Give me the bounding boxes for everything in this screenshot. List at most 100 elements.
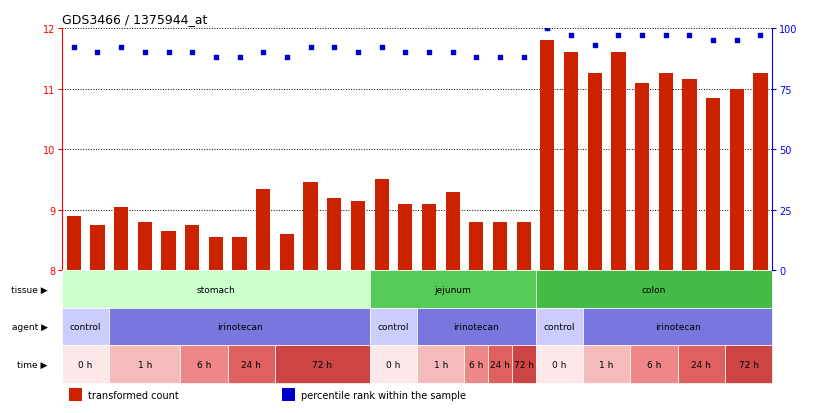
Bar — [370, 308, 417, 346]
Point — [659, 33, 672, 40]
Text: 6 h: 6 h — [469, 360, 483, 369]
Point — [375, 45, 388, 52]
Point — [706, 38, 719, 44]
Bar — [512, 346, 535, 383]
Text: percentile rank within the sample: percentile rank within the sample — [301, 389, 466, 400]
Text: 0 h: 0 h — [552, 360, 567, 369]
Bar — [370, 346, 417, 383]
Bar — [351, 201, 365, 271]
Bar — [516, 222, 531, 271]
Bar — [228, 346, 275, 383]
Point — [517, 55, 530, 61]
Bar — [611, 53, 625, 271]
Text: control: control — [544, 322, 575, 331]
Text: control: control — [70, 322, 102, 331]
Point — [635, 33, 648, 40]
Point — [541, 26, 554, 32]
Point — [91, 50, 104, 57]
Text: 24 h: 24 h — [490, 360, 510, 369]
Bar — [630, 346, 677, 383]
Bar — [280, 235, 294, 271]
Point — [422, 50, 435, 57]
Bar — [535, 271, 772, 308]
Point — [564, 33, 577, 40]
Bar — [583, 346, 630, 383]
Text: 0 h: 0 h — [387, 360, 401, 369]
Point — [470, 55, 483, 61]
Bar — [445, 192, 460, 271]
Point — [257, 50, 270, 57]
Point — [683, 33, 696, 40]
Point — [328, 45, 341, 52]
Bar — [535, 346, 583, 383]
Point — [730, 38, 743, 44]
Text: jejunum: jejunum — [434, 285, 471, 294]
Bar — [180, 346, 228, 383]
Bar — [303, 183, 318, 271]
Text: irinotecan: irinotecan — [216, 322, 263, 331]
Point — [138, 50, 151, 57]
Bar — [327, 198, 341, 271]
Text: tissue ▶: tissue ▶ — [11, 285, 48, 294]
Text: GDS3466 / 1375944_at: GDS3466 / 1375944_at — [62, 13, 207, 26]
Text: 1 h: 1 h — [434, 360, 448, 369]
Text: 24 h: 24 h — [691, 360, 711, 369]
Bar — [682, 80, 696, 271]
Bar — [417, 346, 464, 383]
Text: time ▶: time ▶ — [17, 360, 48, 369]
Text: 6 h: 6 h — [197, 360, 211, 369]
Bar — [422, 204, 436, 271]
Bar — [583, 308, 772, 346]
Text: 1 h: 1 h — [600, 360, 614, 369]
Bar — [417, 308, 535, 346]
Text: 24 h: 24 h — [241, 360, 261, 369]
Bar — [256, 189, 270, 271]
Bar — [535, 308, 583, 346]
Text: control: control — [377, 322, 409, 331]
Bar — [493, 222, 507, 271]
Text: transformed count: transformed count — [88, 389, 178, 400]
Bar — [138, 222, 152, 271]
Bar — [374, 180, 389, 271]
Text: irinotecan: irinotecan — [655, 322, 700, 331]
Point — [351, 50, 364, 57]
Text: stomach: stomach — [197, 285, 235, 294]
Bar — [370, 271, 535, 308]
Bar — [275, 346, 370, 383]
Bar — [725, 346, 772, 383]
Bar — [635, 83, 649, 271]
Text: 1 h: 1 h — [138, 360, 152, 369]
Text: irinotecan: irinotecan — [453, 322, 499, 331]
Point — [399, 50, 412, 57]
Text: 0 h: 0 h — [78, 360, 93, 369]
Text: 72 h: 72 h — [312, 360, 332, 369]
Bar — [564, 53, 578, 271]
Bar — [706, 98, 720, 271]
Point — [493, 55, 506, 61]
Bar — [62, 346, 109, 383]
Bar — [729, 89, 744, 271]
Bar — [677, 346, 725, 383]
Bar — [90, 225, 105, 271]
Bar — [469, 222, 483, 271]
Bar — [109, 308, 370, 346]
Bar — [488, 346, 512, 383]
Bar — [209, 237, 223, 271]
Bar — [161, 231, 176, 271]
Bar — [62, 308, 109, 346]
Bar — [109, 346, 180, 383]
Bar — [753, 74, 767, 271]
Point — [280, 55, 293, 61]
Point — [446, 50, 459, 57]
Point — [754, 33, 767, 40]
Bar — [464, 346, 488, 383]
Point — [588, 43, 601, 49]
Text: 72 h: 72 h — [514, 360, 534, 369]
Text: 72 h: 72 h — [738, 360, 758, 369]
Point — [304, 45, 317, 52]
Bar — [69, 388, 82, 401]
Point — [162, 50, 175, 57]
Point — [612, 33, 625, 40]
Text: 6 h: 6 h — [647, 360, 661, 369]
Point — [186, 50, 199, 57]
